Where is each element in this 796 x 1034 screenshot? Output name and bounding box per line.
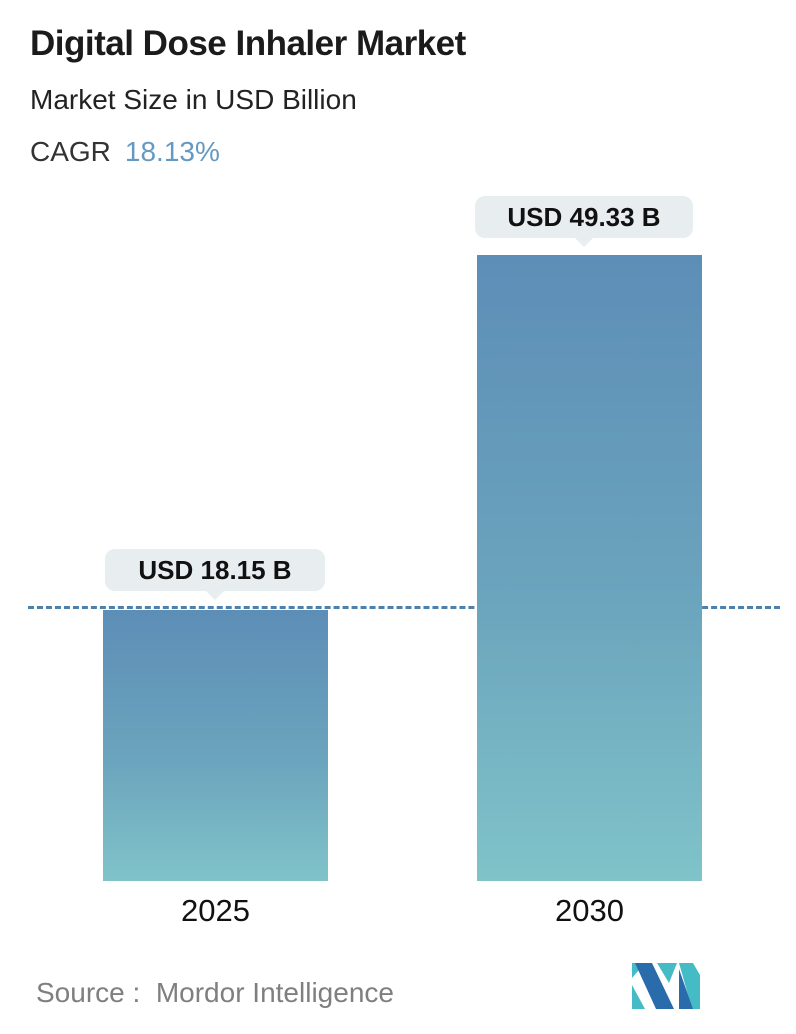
value-badge-2030: USD 49.33 B <box>475 196 693 238</box>
page-title: Digital Dose Inhaler Market <box>30 24 466 63</box>
logo-blue-band <box>635 963 674 1009</box>
x-axis-label-2030: 2030 <box>555 893 624 928</box>
cagr-row: CAGR 18.13% <box>30 136 220 168</box>
bar-2025 <box>103 610 328 881</box>
value-badge-2025: USD 18.15 B <box>105 549 325 591</box>
logo-teal-middle <box>657 963 677 983</box>
cagr-value: 18.13% <box>124 136 220 167</box>
chart-subtitle: Market Size in USD Billion <box>30 84 357 115</box>
logo-teal-bottomleft <box>632 985 645 1009</box>
logo-teal-right <box>679 963 700 1009</box>
reference-dashed-line <box>28 606 780 609</box>
mordor-intelligence-logo <box>632 963 700 1009</box>
x-axis-label-2025: 2025 <box>181 893 250 928</box>
cagr-label: CAGR <box>30 136 111 167</box>
logo-blue-right <box>679 969 693 1009</box>
bar-2030 <box>477 255 702 881</box>
source-text: Source : Mordor Intelligence <box>36 977 394 1008</box>
